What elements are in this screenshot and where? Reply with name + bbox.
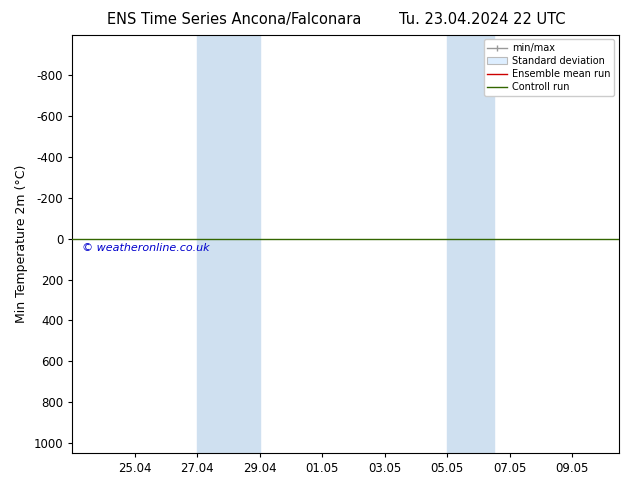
Text: © weatheronline.co.uk: © weatheronline.co.uk xyxy=(82,243,209,253)
Text: ENS Time Series Ancona/Falconara: ENS Time Series Ancona/Falconara xyxy=(107,12,362,27)
Bar xyxy=(447,35,494,453)
Text: Tu. 23.04.2024 22 UTC: Tu. 23.04.2024 22 UTC xyxy=(399,12,565,27)
Y-axis label: Min Temperature 2m (°C): Min Temperature 2m (°C) xyxy=(15,165,28,323)
Legend: min/max, Standard deviation, Ensemble mean run, Controll run: min/max, Standard deviation, Ensemble me… xyxy=(484,40,614,96)
Bar xyxy=(197,35,260,453)
